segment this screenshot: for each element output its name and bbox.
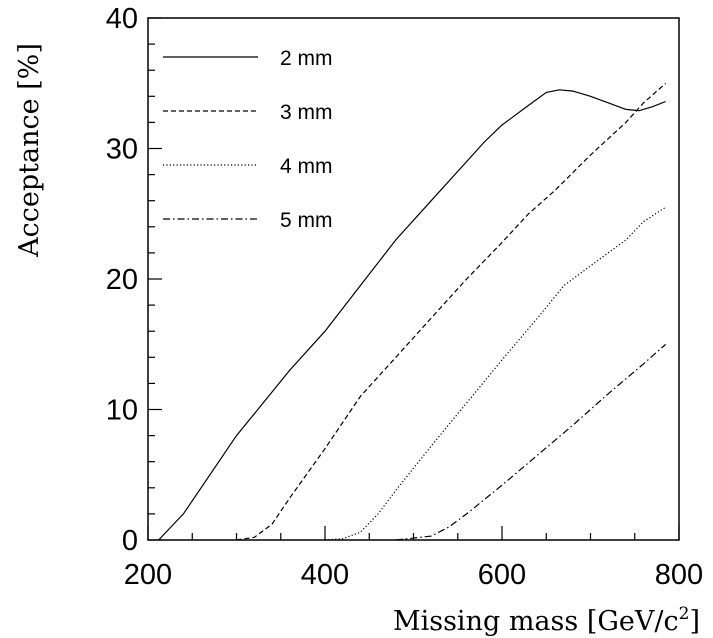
legend-label: 4 mm (280, 155, 333, 178)
legend-label: 3 mm (280, 101, 333, 124)
x-axis-label-tail: ] (689, 606, 700, 637)
series-line-4mm (324, 206, 667, 541)
legend-label: 5 mm (280, 209, 333, 232)
axis-tick-labels: 200 400 600 800 0 10 20 30 40 (106, 3, 703, 591)
x-axis-label-main: Missing mass [GeV/c (393, 606, 679, 637)
plot-frame (147, 17, 680, 541)
x-axis-label-superscript: 2 (679, 604, 690, 624)
y-axis-label: Acceptance [%] (14, 43, 45, 258)
x-tick-label: 400 (301, 559, 349, 591)
series-line-5mm (395, 343, 667, 541)
y-tick-label: 40 (106, 3, 138, 35)
y-tick-label: 10 (106, 395, 138, 427)
x-tick-label: 200 (124, 559, 172, 591)
axis-ticks (147, 17, 680, 541)
y-tick-label: 20 (106, 264, 138, 296)
y-tick-label: 0 (122, 525, 138, 557)
legend: 2 mm 3 mm 4 mm 5 mm (163, 47, 333, 232)
x-axis-label: Missing mass [GeV/c2] (393, 604, 700, 637)
legend-label: 2 mm (280, 47, 333, 70)
x-tick-label: 800 (655, 559, 703, 591)
y-tick-label: 30 (106, 134, 138, 166)
series-line-2mm (158, 89, 666, 541)
series-line-3mm (236, 82, 667, 541)
series-lines (158, 82, 667, 541)
x-tick-label: 600 (478, 559, 526, 591)
